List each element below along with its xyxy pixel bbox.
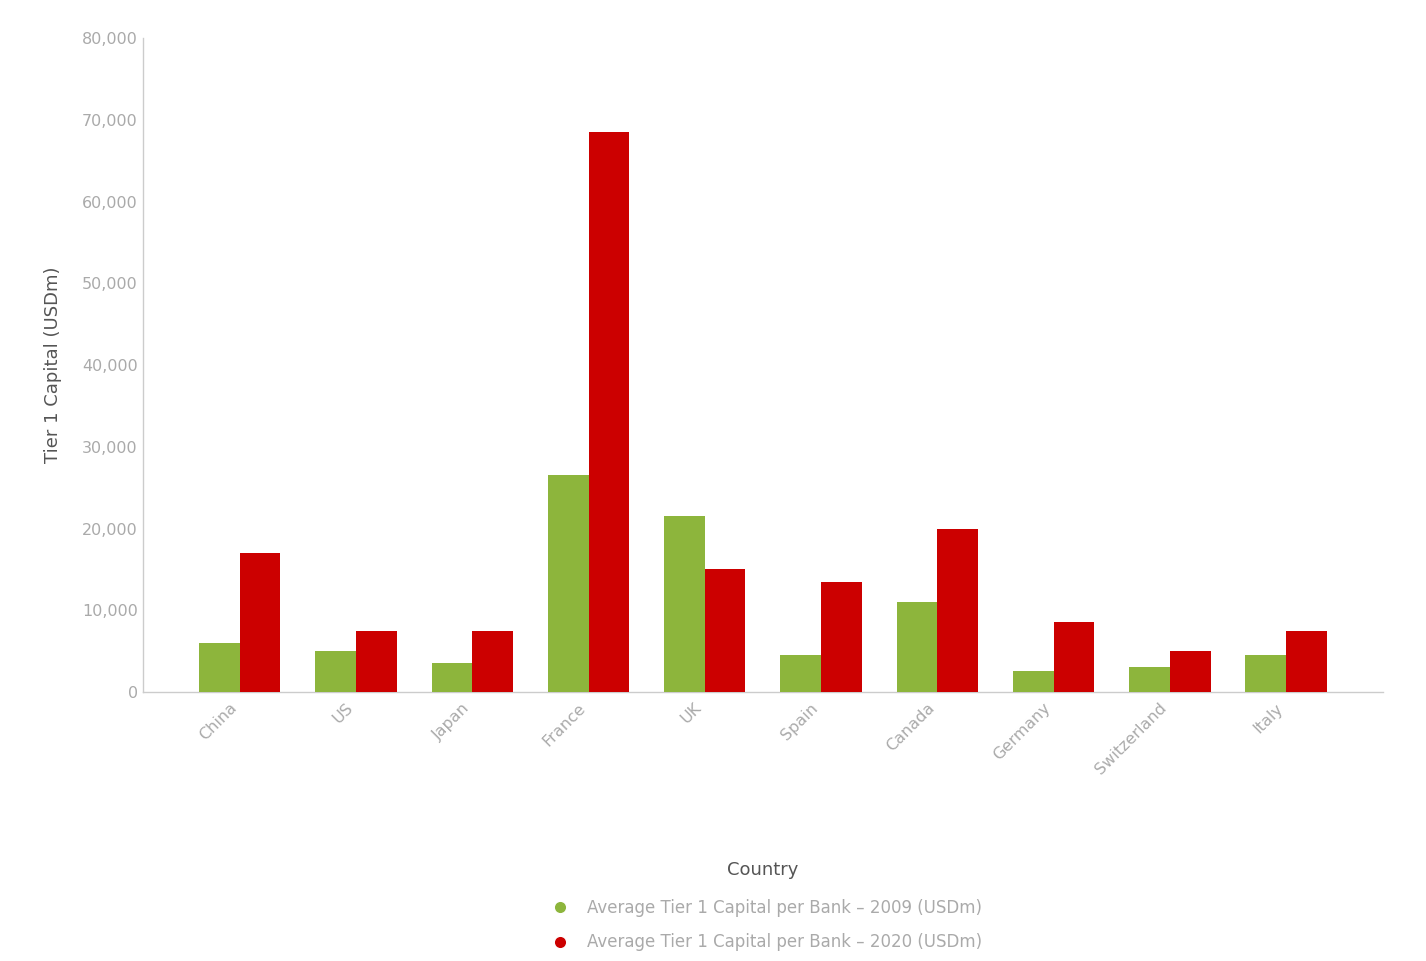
Bar [780,655,821,692]
Bar [1012,672,1054,692]
Bar [704,569,746,692]
Bar [1286,630,1326,692]
Bar [548,476,589,692]
Legend: Average Tier 1 Capital per Bank – 2009 (USDm), Average Tier 1 Capital per Bank –: Average Tier 1 Capital per Bank – 2009 (… [538,892,988,958]
Bar [897,602,937,692]
Bar [472,630,513,692]
Bar [1054,623,1094,692]
Bar [1245,655,1286,692]
Bar [1129,667,1169,692]
Bar [665,516,704,692]
Bar [821,581,861,692]
Bar [1169,652,1211,692]
Bar [240,553,281,692]
Bar [356,630,396,692]
Bar [937,529,978,692]
Y-axis label: Tier 1 Capital (USDm): Tier 1 Capital (USDm) [44,267,63,463]
Bar [200,643,240,692]
Bar [432,663,472,692]
Bar [589,133,629,692]
Bar [315,652,356,692]
X-axis label: Country: Country [727,860,799,878]
